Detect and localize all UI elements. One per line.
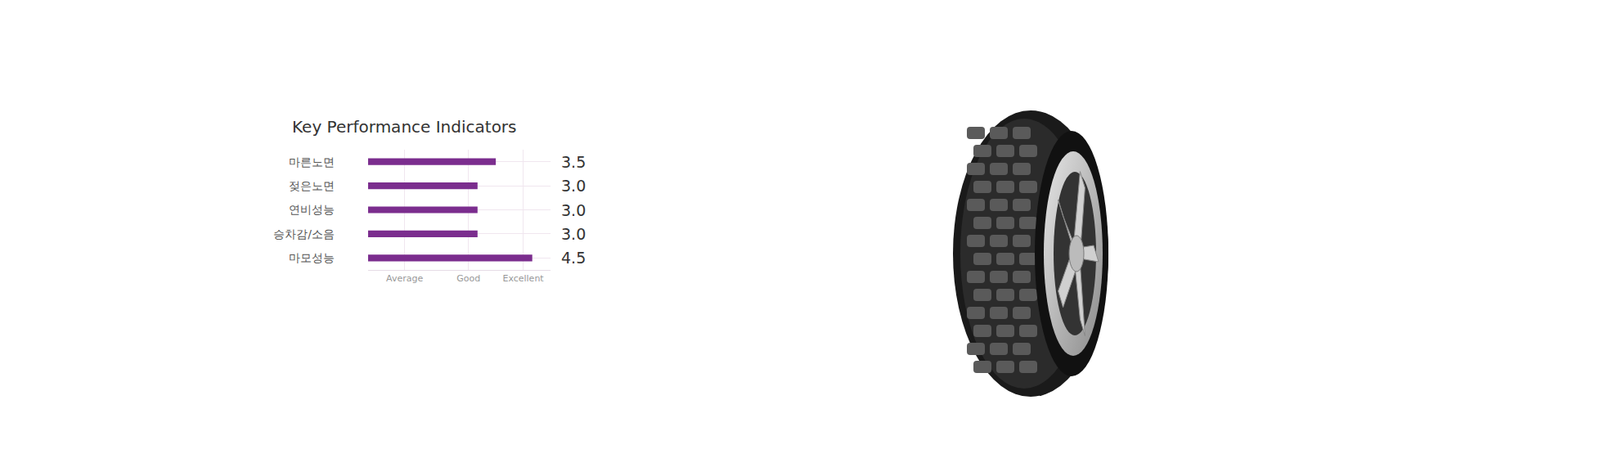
svg-text:승차감/소음: 승차감/소음 [273, 227, 335, 241]
svg-text:Key Performance Indicators: Key Performance Indicators [292, 116, 517, 137]
svg-text:Good: Good [456, 273, 481, 284]
svg-text:Average: Average [386, 273, 423, 284]
svg-text:3.5: 3.5 [561, 152, 586, 171]
svg-text:마른노면: 마른노면 [288, 155, 335, 169]
svg-text:마모성능: 마모성능 [288, 251, 335, 265]
svg-text:3.0: 3.0 [561, 201, 586, 220]
svg-text:4.5: 4.5 [561, 248, 586, 267]
svg-text:3.0: 3.0 [561, 224, 586, 243]
svg-text:3.0: 3.0 [561, 176, 586, 195]
svg-text:연비성능: 연비성능 [288, 202, 335, 216]
svg-text:젖은노면: 젖은노면 [288, 179, 335, 193]
svg-text:Excellent: Excellent [502, 273, 544, 284]
